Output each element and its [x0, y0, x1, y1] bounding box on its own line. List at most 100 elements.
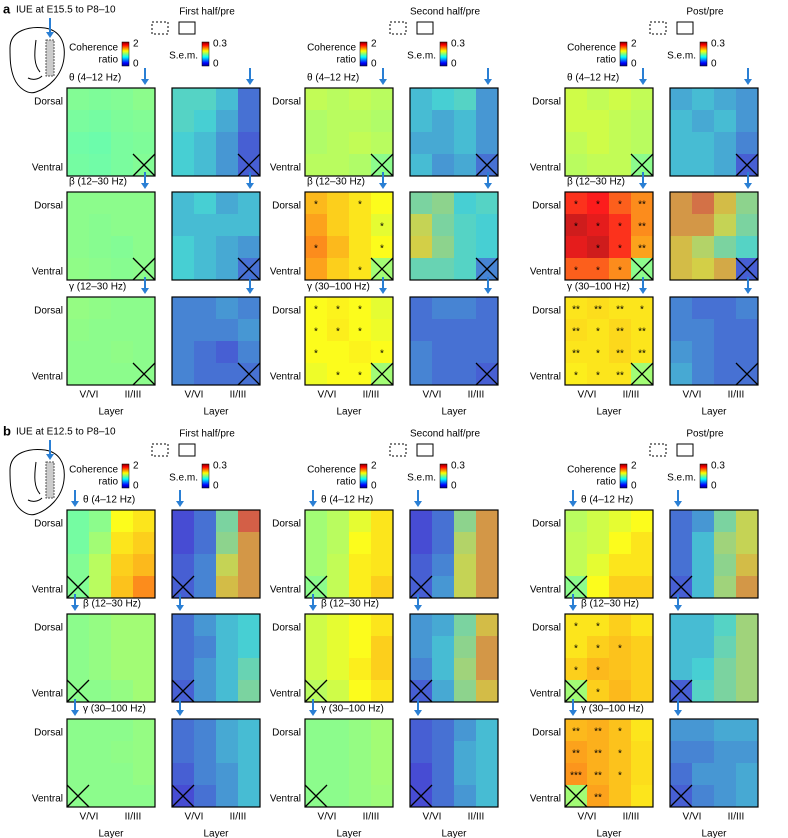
significance-star: *	[596, 622, 600, 633]
colorbar-label: S.e.m.	[169, 473, 198, 484]
arrow-head	[569, 710, 577, 716]
y-label: Dorsal	[34, 97, 63, 108]
ratio-cell	[565, 154, 588, 177]
brain-icon	[9, 27, 65, 94]
ratio-cell	[565, 297, 588, 320]
sem-cell	[476, 297, 499, 320]
map-frame	[171, 718, 261, 808]
excluded-cross	[669, 784, 693, 808]
map-frame	[669, 718, 759, 808]
ratio-cell	[349, 719, 372, 742]
ratio-cell	[327, 532, 350, 555]
ratio-cell	[111, 154, 134, 177]
ratio-cell	[371, 88, 394, 111]
sem-cell	[432, 741, 455, 764]
sem-cell	[670, 636, 693, 659]
arrow-head	[484, 79, 492, 85]
sem-cell	[432, 88, 455, 111]
significance-star: *	[358, 305, 362, 316]
ratio-cell	[631, 319, 654, 342]
ratio-cell	[565, 510, 588, 533]
significance-star: *	[380, 222, 384, 233]
sem-cell	[714, 88, 737, 111]
ratio-cell	[609, 214, 632, 237]
sem-cell	[194, 554, 217, 577]
sem-cell	[476, 741, 499, 764]
ratio-cell	[631, 297, 654, 320]
ratio-cell	[67, 363, 90, 386]
electrode-icon	[416, 443, 434, 457]
ratio-cell	[67, 510, 90, 533]
excluded-cross	[630, 362, 654, 386]
ratio-cell	[587, 680, 610, 703]
ratio-cell	[67, 258, 90, 281]
ratio-cell	[305, 341, 328, 364]
ratio-cell	[587, 258, 610, 281]
ratio-cell	[349, 614, 372, 637]
sem-cell	[454, 510, 477, 533]
ratio-cell	[111, 341, 134, 364]
electrode-icon	[649, 443, 667, 457]
group-title: Second half/pre	[410, 429, 480, 440]
colorbar-tick: 0.3	[711, 461, 725, 472]
ratio-cell	[565, 192, 588, 215]
colorbar-tick: 0	[133, 481, 139, 492]
significance-star: **	[572, 749, 580, 760]
arrow-head	[141, 79, 149, 85]
ratio-cell	[371, 532, 394, 555]
ratio-cell	[327, 576, 350, 599]
sem-cell	[670, 510, 693, 533]
ratio-cell	[587, 154, 610, 177]
sem-cell	[736, 763, 759, 786]
ratio-cell	[631, 680, 654, 703]
ratio-cell	[327, 785, 350, 808]
sem-cell	[476, 719, 499, 742]
ratio-cell	[631, 636, 654, 659]
ratio-cell	[565, 132, 588, 155]
excluded-cross	[66, 784, 90, 808]
ratio-cell	[349, 785, 372, 808]
band-label: γ (30–100 Hz)	[83, 704, 146, 715]
sem-cell	[216, 554, 239, 577]
arrow-head	[414, 605, 422, 611]
sem-cell	[454, 680, 477, 703]
ratio-cell	[631, 554, 654, 577]
ratio-cell	[565, 341, 588, 364]
significance-star: *	[574, 644, 578, 655]
significance-star: *	[596, 666, 600, 677]
colorbar-tick: 0	[213, 481, 219, 492]
ratio-cell	[111, 741, 134, 764]
sem-cell	[736, 554, 759, 577]
sem-cell	[410, 258, 433, 281]
ratio-cell	[587, 132, 610, 155]
sem-cell	[692, 154, 715, 177]
ratio-cell	[133, 532, 156, 555]
sem-cell	[194, 154, 217, 177]
colorbar-tick: 0	[711, 481, 717, 492]
colorbar-label: S.e.m.	[169, 51, 198, 62]
sem-cell	[736, 636, 759, 659]
colorbar-label: S.e.m.	[407, 473, 436, 484]
significance-star: *	[640, 305, 644, 316]
y-label: Dorsal	[532, 519, 561, 530]
ratio-cell	[631, 132, 654, 155]
ratio-cell	[371, 132, 394, 155]
ratio-cell	[133, 636, 156, 659]
sem-cell	[194, 132, 217, 155]
ratio-cell	[609, 532, 632, 555]
sem-cell	[476, 763, 499, 786]
sem-cell	[714, 363, 737, 386]
ratio-cell	[349, 110, 372, 133]
sem-cell	[714, 236, 737, 259]
y-label: Ventral	[270, 372, 301, 383]
sem-cell	[692, 532, 715, 555]
ratio-cell	[89, 554, 112, 577]
ratio-cell	[89, 319, 112, 342]
ratio-cell	[349, 258, 372, 281]
arrow-head	[674, 501, 682, 507]
excluded-cross	[237, 257, 261, 281]
ratio-cell	[587, 658, 610, 681]
arrow-head	[639, 288, 647, 294]
colorbar-tick: 0	[451, 59, 457, 70]
x-label: II/III	[125, 812, 142, 823]
